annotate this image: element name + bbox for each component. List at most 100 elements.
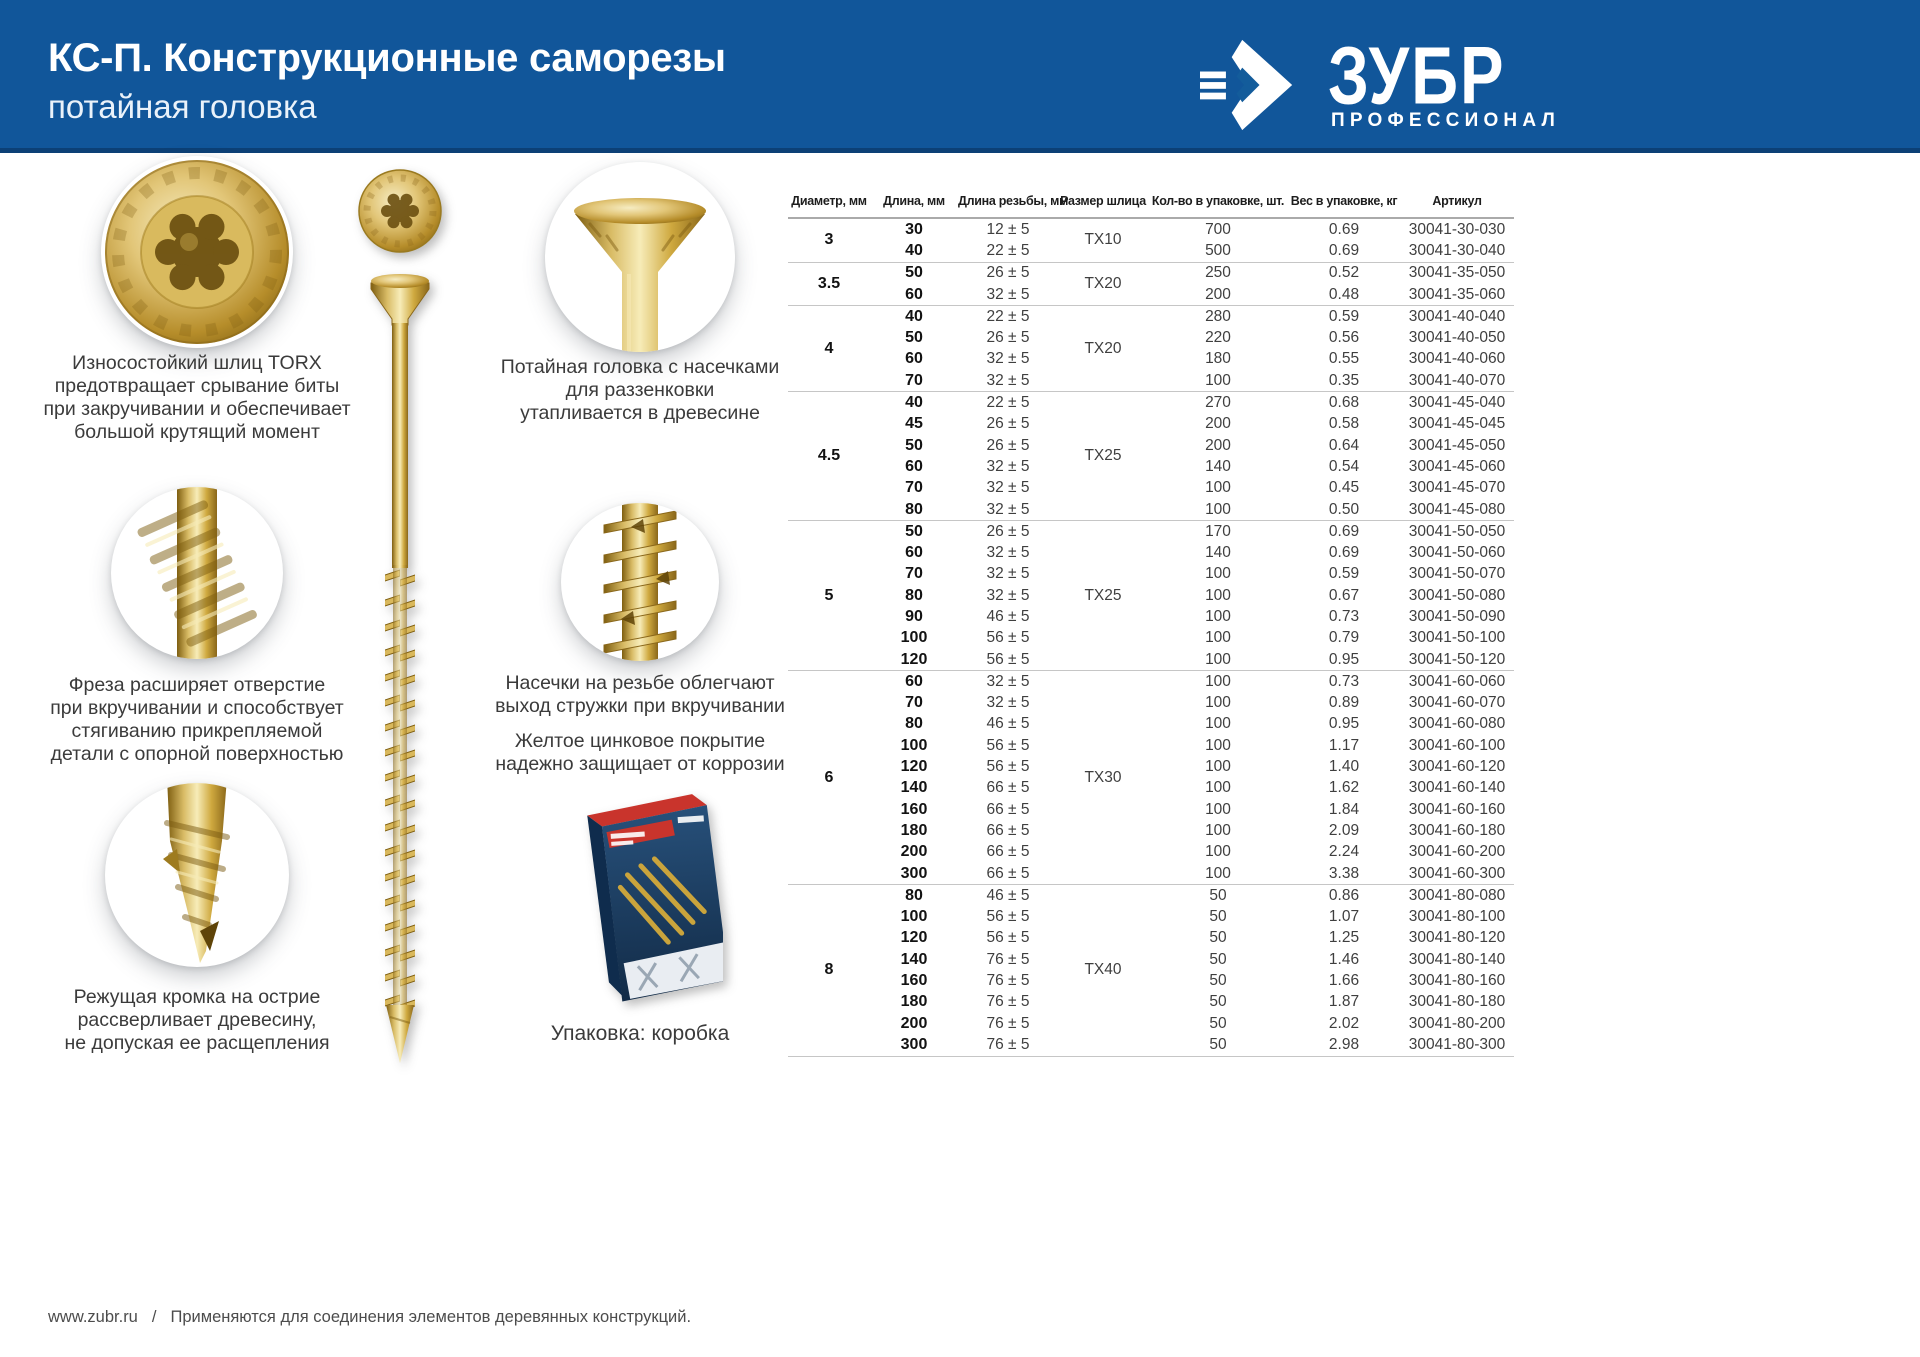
sku-cell: 30041-60-060 bbox=[1400, 670, 1514, 693]
qty-cell: 200 bbox=[1205, 415, 1231, 433]
len-cell: 60 bbox=[870, 670, 958, 693]
thread-cell: 26 ± 5 bbox=[986, 436, 1030, 454]
thread-cell: 22 ± 5 bbox=[958, 305, 1058, 328]
weight-cell: 1.84 bbox=[1328, 800, 1360, 818]
countersunk-caption: Потайная головка с насечками для раззенк… bbox=[500, 356, 780, 424]
thread-cell: 66 ± 5 bbox=[986, 843, 1030, 861]
qty-cell: 270 bbox=[1148, 391, 1288, 414]
sku-cell: 30041-50-080 bbox=[1408, 586, 1506, 604]
thread-cell: 56 ± 5 bbox=[986, 650, 1030, 668]
thread-cell: 56 ± 5 bbox=[986, 736, 1030, 754]
table-row: 6 60 32 ± 5 TX30 100 0.73 30041-60-060 bbox=[788, 670, 1514, 885]
thread-cell: 46 ± 5 bbox=[986, 607, 1030, 625]
thread-cell: 46 ± 5 bbox=[986, 715, 1030, 733]
qty-cell: 100 bbox=[1205, 736, 1231, 754]
len-cell: 60 bbox=[905, 544, 923, 562]
spec-table: Диаметр, мм Длина, мм Длина резьбы, мм Разм… bbox=[788, 178, 1514, 1057]
len-cell: 40 bbox=[870, 391, 958, 414]
diam-cell: 3 bbox=[788, 217, 870, 263]
thread-cell: 12 ± 5 bbox=[958, 217, 1058, 241]
thread-cell: 32 ± 5 bbox=[986, 350, 1030, 368]
thread-cell: 76 ± 5 bbox=[986, 950, 1030, 968]
slot-cell: TX10 bbox=[1058, 217, 1148, 263]
weight-cell: 0.69 bbox=[1328, 241, 1360, 259]
coating-caption: Желтое цинковое покрытие надежно защищае… bbox=[495, 730, 785, 775]
thread-cell: 56 ± 5 bbox=[986, 629, 1030, 647]
sku-cell: 30041-80-080 bbox=[1400, 884, 1514, 907]
thread-cell: 32 ± 5 bbox=[986, 500, 1030, 518]
thread-cell: 56 ± 5 bbox=[986, 929, 1030, 947]
table-row: 3 30 12 ± 5 TX10 700 0.69 30041-30-030 bbox=[788, 217, 1514, 263]
len-cell: 180 bbox=[900, 993, 928, 1011]
qty-cell: 100 bbox=[1205, 479, 1231, 497]
weight-cell: 0.56 bbox=[1328, 329, 1360, 347]
qty-cell: 100 bbox=[1205, 650, 1231, 668]
weight-cell: 2.02 bbox=[1328, 1014, 1360, 1032]
zubr-arrow-icon bbox=[1200, 39, 1293, 131]
weight-cell: 0.58 bbox=[1328, 415, 1360, 433]
countersunk-head-image bbox=[545, 162, 735, 352]
weight-cell: 0.86 bbox=[1288, 884, 1400, 907]
slot-cell: TX40 bbox=[1058, 884, 1148, 1057]
sku-cell: 30041-80-200 bbox=[1408, 1014, 1506, 1032]
brand-name: ЗУБР bbox=[1328, 29, 1506, 122]
slot-cell: TX20 bbox=[1058, 261, 1148, 306]
thread-cell: 66 ± 5 bbox=[986, 821, 1030, 839]
qty-cell: 50 bbox=[1148, 884, 1288, 907]
weight-cell: 0.69 bbox=[1288, 520, 1400, 543]
qty-cell: 100 bbox=[1205, 779, 1231, 797]
weight-cell: 0.79 bbox=[1328, 629, 1360, 647]
weight-cell: 0.64 bbox=[1328, 436, 1360, 454]
qty-cell: 100 bbox=[1205, 586, 1231, 604]
weight-cell: 0.52 bbox=[1288, 261, 1400, 284]
weight-cell: 1.46 bbox=[1328, 950, 1360, 968]
table-row: 100 56 ± 5 100 1.17 30041-60-100 bbox=[788, 735, 1514, 756]
diam-cell: 6 bbox=[788, 670, 870, 885]
table-row: 100 56 ± 5 50 1.07 30041-80-100 bbox=[788, 907, 1514, 928]
len-cell: 120 bbox=[900, 650, 928, 668]
qty-cell: 50 bbox=[1209, 972, 1227, 990]
len-cell: 80 bbox=[905, 586, 923, 604]
torx-caption: Износостойкий шлиц TORX предотвращает ср… bbox=[43, 352, 351, 443]
qty-cell: 280 bbox=[1148, 305, 1288, 328]
table-row: 300 76 ± 5 50 2.98 30041-80-300 bbox=[788, 1034, 1514, 1056]
table-row: 3.5 50 26 ± 5 TX20 250 0.52 30041-35-050 bbox=[788, 261, 1514, 306]
tip-drawing bbox=[163, 783, 230, 963]
sku-cell: 30041-80-300 bbox=[1408, 1035, 1506, 1053]
footer-url: www.zubr.ru bbox=[48, 1308, 138, 1326]
table-row: 60 32 ± 5 140 0.69 30041-50-060 bbox=[788, 542, 1514, 563]
qty-cell: 50 bbox=[1209, 929, 1227, 947]
len-cell: 70 bbox=[905, 479, 923, 497]
sku-cell: 30041-60-180 bbox=[1408, 821, 1506, 839]
weight-cell: 0.89 bbox=[1328, 694, 1360, 712]
table-row: 50 26 ± 5 220 0.56 30041-40-050 bbox=[788, 327, 1514, 348]
mill-caption: Фреза расширяет отверстие при вкручивани… bbox=[50, 674, 344, 765]
column-header: Длина, мм bbox=[870, 178, 958, 219]
sku-cell: 30041-60-300 bbox=[1408, 864, 1506, 882]
len-cell: 45 bbox=[905, 415, 923, 433]
table-row: 120 56 ± 5 50 1.25 30041-80-120 bbox=[788, 928, 1514, 949]
qty-cell: 200 bbox=[1205, 285, 1231, 303]
len-cell: 120 bbox=[900, 758, 928, 776]
len-cell: 50 bbox=[870, 520, 958, 543]
sku-cell: 30041-60-160 bbox=[1408, 800, 1506, 818]
weight-cell: 0.95 bbox=[1328, 650, 1360, 668]
table-row: 80 46 ± 5 100 0.95 30041-60-080 bbox=[788, 714, 1514, 735]
weight-cell: 0.68 bbox=[1288, 391, 1400, 414]
thread-cell: 26 ± 5 bbox=[986, 415, 1030, 433]
qty-cell: 500 bbox=[1205, 241, 1231, 259]
qty-cell: 140 bbox=[1205, 544, 1231, 562]
diam-cell: 5 bbox=[788, 520, 870, 671]
qty-cell: 100 bbox=[1205, 800, 1231, 818]
brand-logo: ЗУБР ПРОФЕССИОНАЛ bbox=[1200, 29, 1620, 134]
sku-cell: 30041-40-070 bbox=[1408, 371, 1506, 389]
thread-cell: 26 ± 5 bbox=[958, 520, 1058, 543]
qty-cell: 250 bbox=[1148, 261, 1288, 284]
table-row: 200 76 ± 5 50 2.02 30041-80-200 bbox=[788, 1013, 1514, 1034]
page-title: КС-П. Конструкционные саморезы bbox=[48, 36, 726, 80]
qty-cell: 50 bbox=[1209, 950, 1227, 968]
table-row: 140 76 ± 5 50 1.46 30041-80-140 bbox=[788, 949, 1514, 970]
thread-cell: 46 ± 5 bbox=[958, 884, 1058, 907]
table-row: 8 80 46 ± 5 TX40 50 0.86 30041-80-080 bbox=[788, 884, 1514, 1057]
